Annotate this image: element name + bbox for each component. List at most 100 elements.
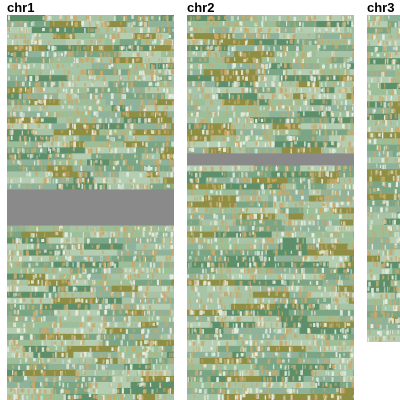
chr1-row-8 (7, 63, 174, 71)
chr3-row-34 (367, 224, 400, 232)
chr2-row-10 (187, 75, 354, 83)
chr1-row-7 (7, 57, 174, 65)
chr2-row-41 (187, 261, 354, 270)
chr3-row-49 (367, 317, 400, 324)
chr1-row-58 (7, 363, 174, 372)
chr2-row-11 (187, 81, 354, 89)
chr2-row-30 (187, 195, 354, 203)
chr1-row-52 (7, 327, 174, 336)
chr3-row-12 (367, 89, 400, 97)
chr3-row-16 (367, 113, 400, 121)
chr2-row-49 (187, 309, 354, 318)
chr2-row-7 (187, 57, 354, 65)
chr1-row-30 (7, 195, 174, 202)
chr2-row-0 (187, 15, 354, 23)
chr2-row-28 (187, 183, 354, 192)
chr3-row-20 (367, 138, 400, 145)
chr1-row-24 (7, 159, 174, 167)
chr1-row-39 (7, 249, 174, 257)
chr1-row-36 (7, 231, 174, 239)
chr1-row-35 (7, 225, 174, 234)
chr3-row-45 (367, 292, 400, 301)
chr3-row-5 (367, 45, 400, 53)
chr1-row-41 (7, 261, 174, 270)
chr3-row-0 (367, 15, 400, 23)
chr1-row-15 (7, 105, 174, 113)
chr3-row-14 (367, 101, 400, 108)
chr3-row-1 (367, 21, 400, 29)
chr2-row-27 (187, 177, 354, 185)
chr1-row-63 (7, 393, 174, 400)
chr2-row-12 (187, 87, 354, 95)
chr2-row-18 (187, 123, 354, 131)
chr2-row-46 (187, 291, 354, 300)
chr3-label: chr3 (367, 0, 395, 15)
chr2-row-2 (187, 27, 354, 35)
chr3-row-33 (367, 218, 400, 226)
chr1-row-13 (7, 93, 174, 101)
chr1-row-27 (7, 177, 174, 185)
chr1-label: chr1 (7, 0, 35, 15)
chr3-row-7 (367, 58, 400, 66)
chr2-row-4 (187, 39, 354, 47)
chr3-row-23 (367, 156, 400, 164)
chr2-row-36 (187, 231, 354, 239)
chr2-row-44 (187, 279, 354, 288)
chr3-row-15 (367, 107, 400, 115)
chr3-row-47 (367, 304, 400, 313)
chr3-row-42 (367, 274, 400, 281)
chr1-row-55 (7, 345, 174, 354)
chr1-row-4 (7, 39, 174, 47)
chr3-row-9 (367, 70, 400, 78)
chr1-row-38 (7, 243, 174, 252)
chr2-row-37 (187, 237, 354, 245)
chr1-row-14 (7, 99, 174, 107)
chr2-label: chr2 (187, 0, 215, 15)
chr1-row-56 (7, 351, 174, 359)
chr1-row-5 (7, 45, 174, 53)
chr1-row-9 (7, 69, 174, 77)
chr3-row-50 (367, 323, 400, 331)
chr2-row-29 (187, 189, 354, 197)
chr2-row-25 (187, 165, 354, 173)
chr3-row-2 (367, 27, 400, 35)
chr2-row-22 (187, 147, 354, 155)
chr1-row-59 (7, 369, 174, 378)
chr3-row-22 (367, 150, 400, 158)
chr3-row-26 (367, 175, 400, 183)
chr2-row-58 (187, 363, 354, 372)
chr2-row-54 (187, 339, 354, 347)
chr1-row-3 (7, 33, 174, 41)
chr1-row-23 (7, 153, 174, 161)
chr2-row-14 (187, 99, 354, 107)
chr2-row-19 (187, 129, 354, 137)
chr2-row-47 (187, 297, 354, 306)
chr2-row-3 (187, 33, 354, 41)
chr1-row-60 (7, 375, 174, 384)
chr1-row-42 (7, 267, 174, 276)
chr1-row-0 (7, 15, 174, 22)
chr3-row-27 (367, 181, 400, 189)
chr3-row-37 (367, 243, 400, 251)
chr1-row-51 (7, 321, 174, 329)
chr1-row-11 (7, 81, 174, 89)
chr1-row-17 (7, 117, 174, 125)
chr3-row-6 (367, 52, 400, 60)
chr3-row-51 (367, 329, 400, 337)
chr1-row-61 (7, 381, 174, 389)
chr1-row-46 (7, 291, 174, 299)
chr3-row-25 (367, 169, 400, 177)
chr2-row-26 (187, 171, 354, 179)
chr3-row-32 (367, 212, 400, 220)
chr3-row-52 (367, 335, 400, 342)
chr2-row-1 (187, 21, 354, 29)
chr2-row-52 (187, 327, 354, 336)
chr1-row-28 (7, 183, 174, 192)
chr2-row-42 (187, 267, 354, 276)
chr1-row-29 (7, 189, 174, 196)
chr3-row-39 (367, 255, 400, 263)
chr3-row-48 (367, 311, 400, 319)
chr2-row-32 (187, 207, 354, 215)
chr1-row-34 (7, 219, 174, 226)
chr1-row-45 (7, 285, 174, 294)
